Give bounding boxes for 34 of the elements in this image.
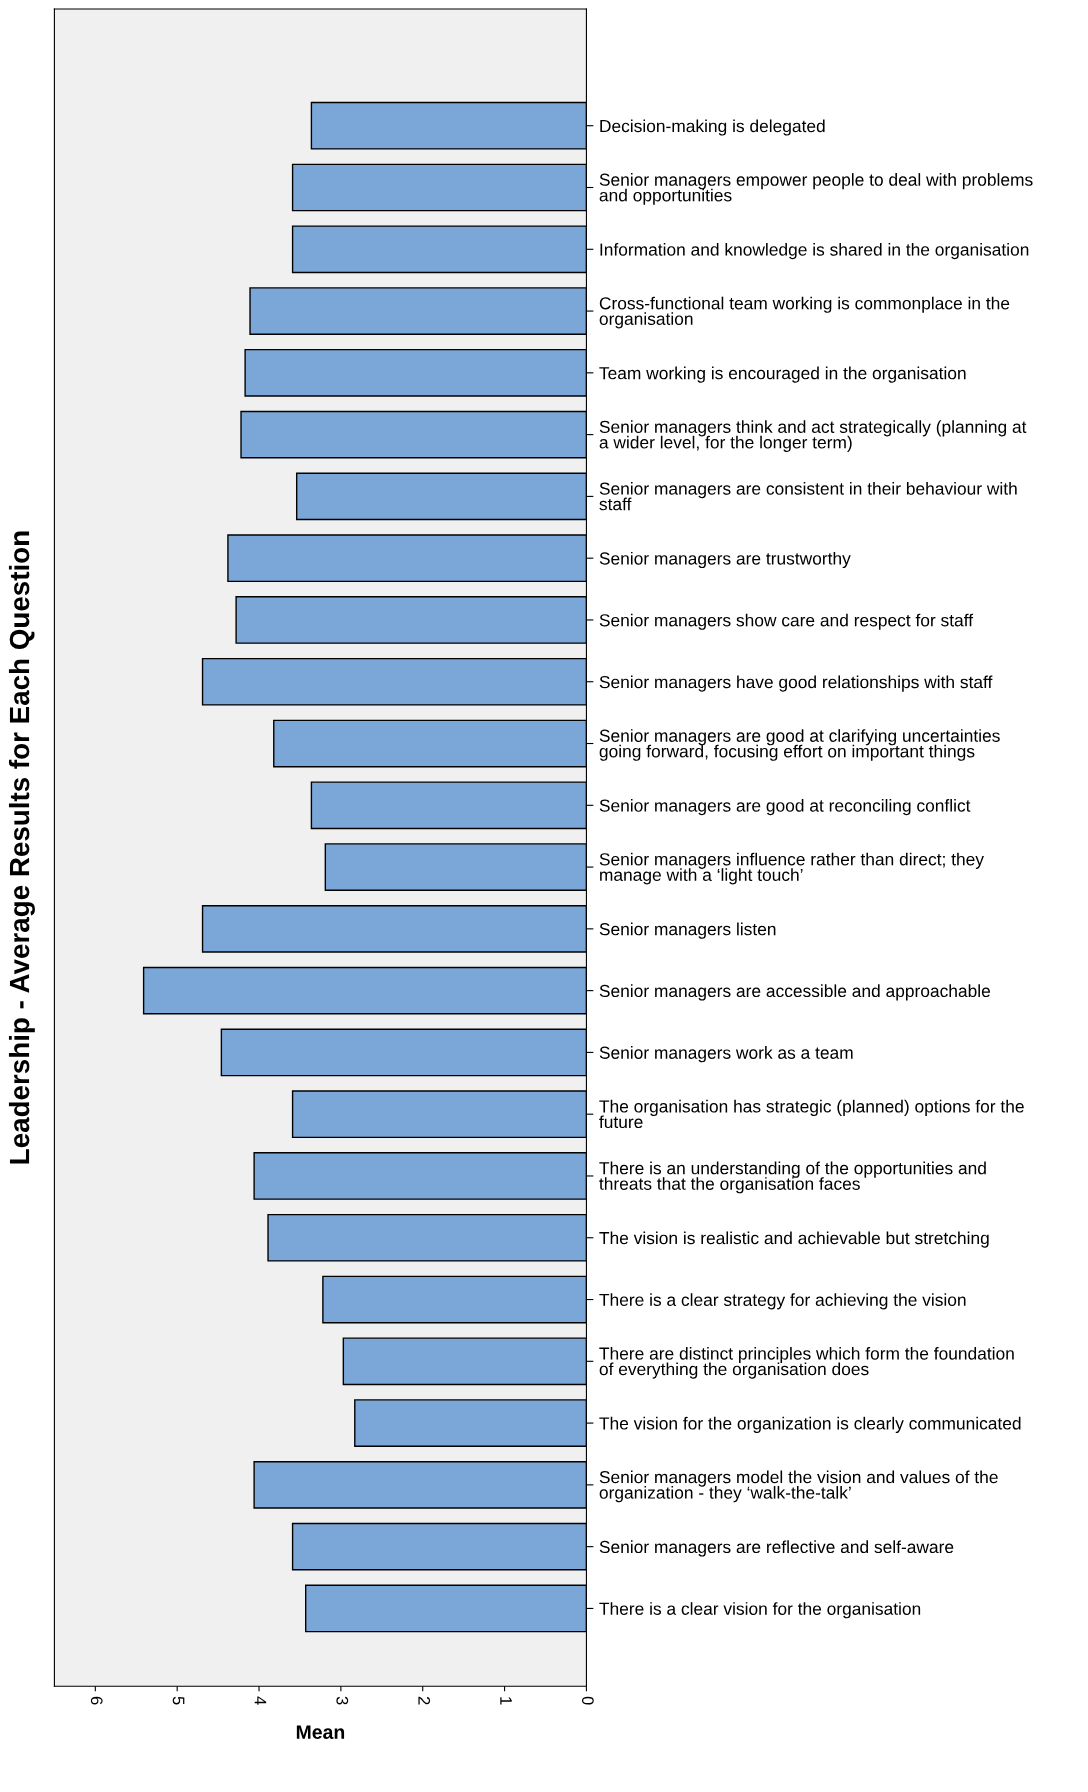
y-tick-label: The vision for the organization is clearly communicated: [599, 1416, 1021, 1433]
x-axis-title: Mean: [296, 1725, 345, 1739]
y-tick-label: There is a clear vision for the organisation: [599, 1602, 921, 1619]
y-tick-label: Decision-making is delegated: [600, 119, 825, 136]
y-tick-label: Senior managers are reflective and self-aware: [599, 1540, 954, 1557]
y-tick-label: Cross-functional team working is commonplace in the organisation: [599, 296, 1010, 329]
y-tick-label: Senior managers show care and respect for staff: [599, 613, 974, 630]
x-tick-label: 6: [90, 1696, 103, 1705]
y-tick-label: Information and knowledge is shared in the organisation: [600, 242, 1029, 260]
y-tick-label: There is a clear strategy for achieving the vision: [599, 1293, 966, 1310]
y-tick-label: Senior managers listen: [599, 922, 776, 939]
y-tick-label: Senior managers have good relationships with staff: [599, 675, 993, 692]
x-tick-label: 4: [254, 1696, 267, 1705]
y-tick-label: Senior managers model the vision and values of the organization - they ‘walk-the-talk’: [599, 1470, 998, 1503]
x-tick-label: 1: [500, 1697, 512, 1705]
x-tick-label: 3: [336, 1696, 349, 1705]
y-tick-label: There are distinct principles which form the foundation of everything the organisation does: [599, 1346, 1014, 1379]
y-tick-label: Senior managers are accessible and approachable: [599, 984, 990, 1001]
y-tick-label: The organisation has strategic (planned) options for the future: [599, 1099, 1024, 1129]
x-tick-label: 0: [581, 1696, 594, 1705]
y-tick-label: Senior managers influence rather than direct; they manage with a ‘light touch’: [599, 852, 984, 885]
y-tick-label: Senior managers are consistent in their behaviour with staff: [599, 482, 1017, 511]
x-tick-label: 2: [418, 1696, 431, 1705]
y-tick-label: The vision is realistic and achievable but stretching: [599, 1231, 989, 1248]
y-tick-label: Senior managers are good at reconciling conflict: [599, 799, 971, 816]
y-tick-label: Senior managers think and act strategically (planning at a wider level, for the longer term): [599, 420, 1027, 452]
y-tick-label: Senior managers work as a team: [599, 1046, 853, 1063]
y-tick-label: Senior managers empower people to deal with problems and opportunities: [599, 173, 1033, 205]
y-tick-label: Senior managers are good at clarifying uncertainties going forward, focusing effort on important things: [599, 729, 1000, 761]
y-axis-title: Leadership - Average Results for Each Question: [8, 531, 35, 1164]
y-tick-label: Team working is encouraged in the organisation: [599, 366, 966, 383]
y-tick-label: Senior managers are trustworthy: [599, 551, 851, 569]
y-tick-label: There is an understanding of the opportunities and threats that the organisation faces: [599, 1161, 986, 1194]
x-tick-label: 5: [172, 1696, 185, 1705]
